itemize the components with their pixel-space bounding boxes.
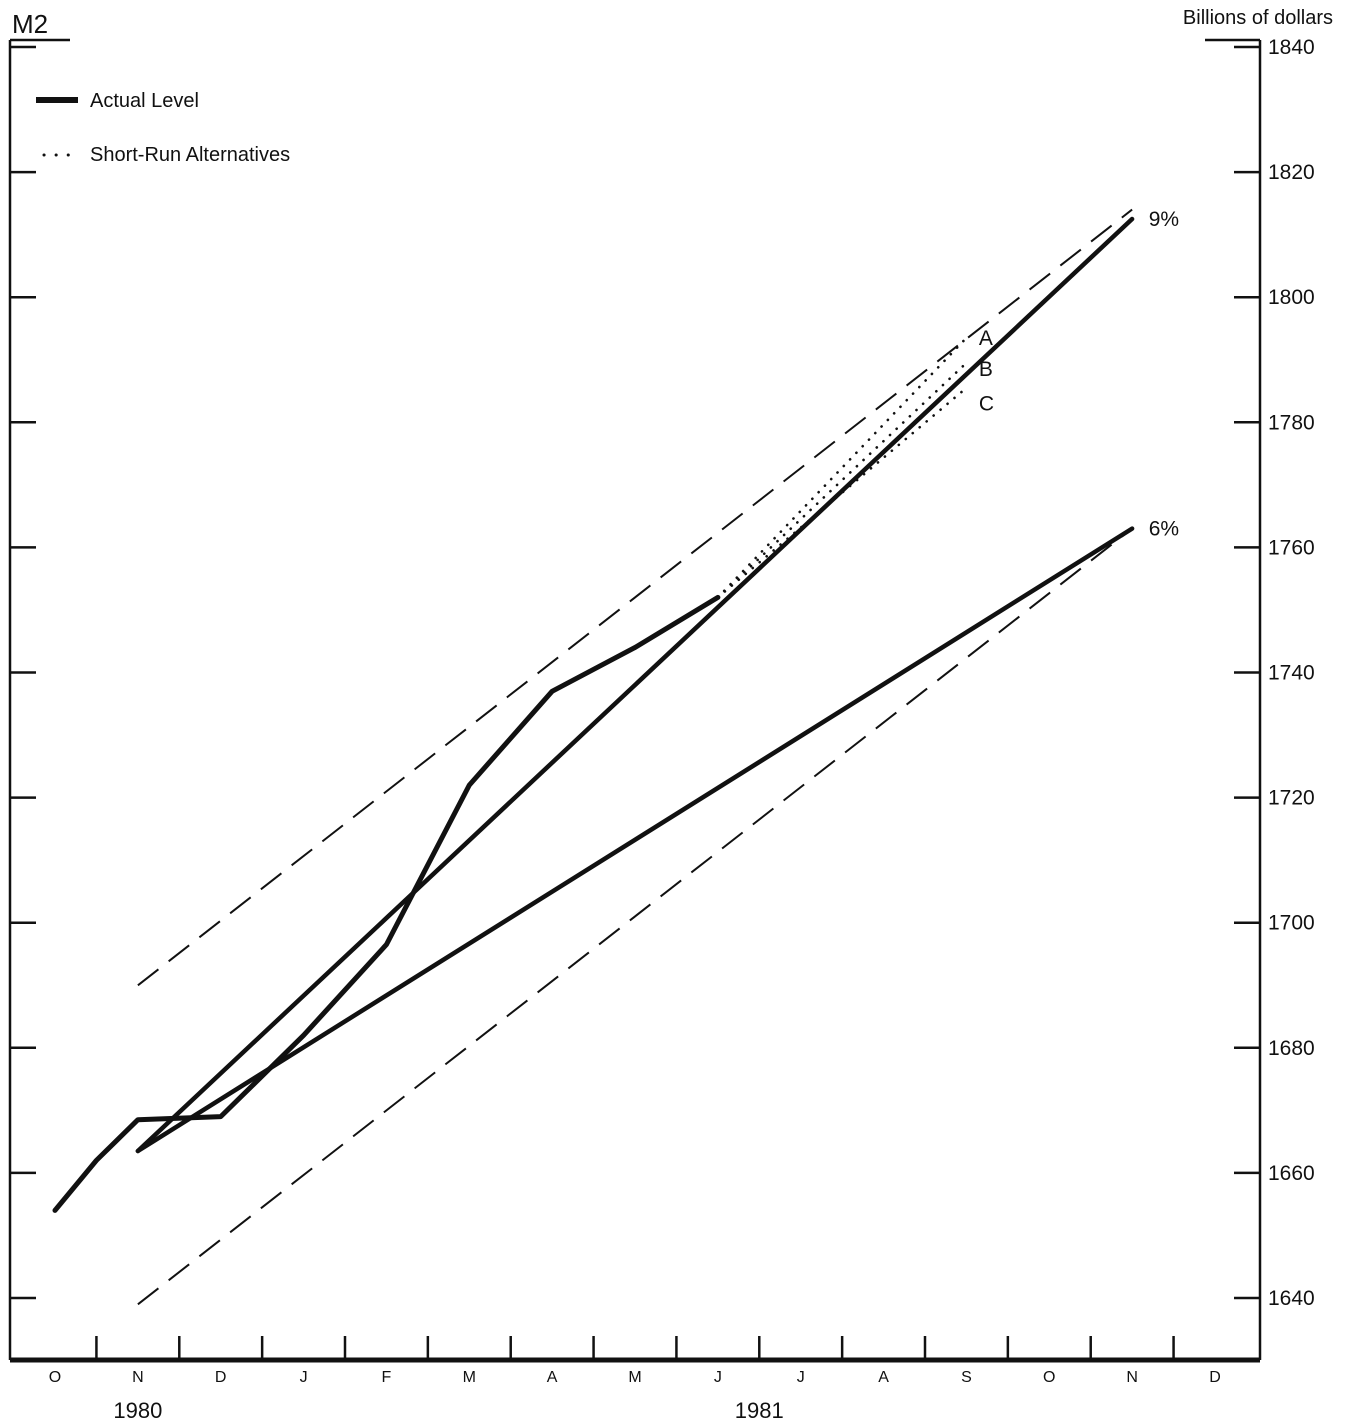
x-tick-label: J: [714, 1369, 722, 1386]
x-tick-label: O: [1043, 1369, 1055, 1386]
chart-title: M2: [12, 9, 48, 39]
annotation-6-pct: 6%: [1149, 518, 1179, 541]
x-tick-label: F: [382, 1369, 392, 1386]
x-tick-label: J: [300, 1369, 308, 1386]
series-a: [716, 336, 968, 599]
y-tick-label: 1740: [1268, 662, 1315, 685]
y-tick-label: 1680: [1268, 1037, 1315, 1060]
y-tick-label: 1660: [1268, 1162, 1315, 1185]
y-tick-label: 1800: [1268, 286, 1315, 309]
annotation-b: B: [979, 358, 993, 381]
y-tick-label: 1820: [1268, 161, 1315, 184]
x-tick-label: D: [215, 1369, 227, 1386]
annotation-9-pct: 9%: [1149, 208, 1179, 231]
x-tick-label: O: [49, 1369, 61, 1386]
x-tick-label: N: [1126, 1369, 1138, 1386]
y-tick-label: 1780: [1268, 411, 1315, 434]
legend-label-actual: Actual Level: [90, 90, 199, 112]
x-tick-label: N: [132, 1369, 144, 1386]
y-axis: 1640 1660 1680 1700 1720 1740 1760 1780 1800 1820…: [10, 36, 1315, 1310]
x-tick-label: A: [878, 1369, 889, 1386]
x-tick-label: A: [547, 1369, 558, 1386]
x-tick-label: M: [628, 1369, 641, 1386]
chart-frame: [8, 38, 1262, 1363]
series-cone-solid: [135, 526, 1135, 1154]
series-band-dashed: [137, 208, 1133, 987]
y-tick-label: 1640: [1268, 1287, 1315, 1310]
x-axis: O N D J F M A M J J A S O N D 1980 1981: [49, 1336, 1221, 1423]
chart-annotations: 9% 6% ABC: [979, 208, 1179, 541]
series-actual-level: [52, 594, 721, 1213]
x-tick-label: J: [797, 1369, 805, 1386]
series-cone-solid: [135, 216, 1135, 1154]
series-c: [716, 386, 968, 599]
y-tick-label: 1700: [1268, 912, 1315, 935]
year-label: 1981: [735, 1398, 784, 1423]
series-b: [716, 361, 968, 599]
x-tick-label: M: [463, 1369, 476, 1386]
legend-label-alternatives: Short-Run Alternatives: [90, 144, 290, 166]
y-tick-label: 1720: [1268, 787, 1315, 810]
y-tick-label: 1760: [1268, 536, 1315, 559]
annotation-a: A: [979, 327, 993, 350]
series-band-dashed: [137, 527, 1133, 1306]
chart-lines: [52, 208, 1135, 1306]
x-tick-label: S: [961, 1369, 972, 1386]
annotation-c: C: [979, 393, 994, 416]
chart-titles: M2 Billions of dollars: [12, 7, 1333, 39]
year-label: 1980: [113, 1398, 162, 1423]
chart-legend: Actual Level Short-Run Alternatives: [36, 90, 290, 166]
y-tick-label: 1840: [1268, 36, 1315, 59]
y-axis-unit-label: Billions of dollars: [1183, 7, 1333, 29]
x-tick-label: D: [1209, 1369, 1221, 1386]
